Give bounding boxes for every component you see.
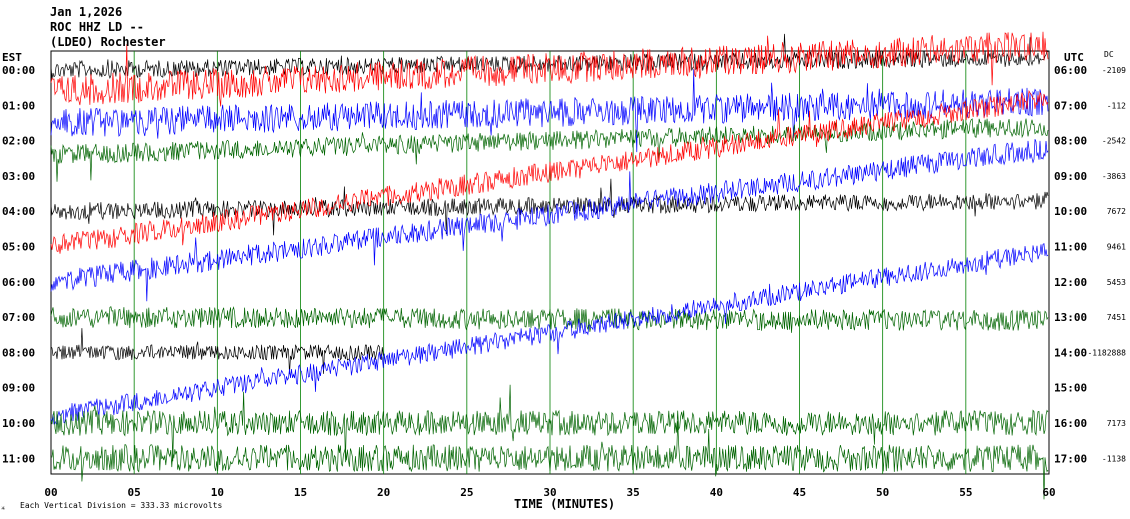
utc-hour-label: 12:00	[1054, 276, 1087, 289]
dc-offset-value: 7451	[1107, 313, 1126, 322]
trace-row-1100	[50, 421, 1049, 500]
est-hour-label: 03:00	[2, 170, 35, 183]
dc-offset-value: -2109	[1102, 66, 1126, 75]
utc-axis-label: UTC	[1064, 51, 1084, 64]
utc-hour-label: 09:00	[1054, 170, 1087, 183]
x-tick-label: 25	[460, 486, 473, 499]
x-tick-label: 15	[294, 486, 307, 499]
x-tick-label: 40	[710, 486, 723, 499]
dc-offset-value: -112	[1107, 101, 1126, 110]
est-hour-label: 11:00	[2, 452, 35, 465]
est-hour-label: 04:00	[2, 205, 35, 218]
small-logo-icon: ✳	[1, 504, 6, 512]
x-tick-label: 50	[876, 486, 889, 499]
x-tick-label: 20	[377, 486, 390, 499]
utc-hour-label: 10:00	[1054, 205, 1087, 218]
utc-hour-label: 08:00	[1054, 135, 1087, 148]
utc-hour-label: 13:00	[1054, 311, 1087, 324]
trace-row-0300	[50, 118, 1049, 182]
est-hour-label: 07:00	[2, 311, 35, 324]
trace-row-0200	[50, 69, 1049, 153]
dc-label: DC	[1104, 50, 1114, 59]
est-hour-label: 05:00	[2, 241, 35, 254]
trace-row-0000	[50, 33, 1049, 80]
utc-hour-label: 07:00	[1054, 99, 1087, 112]
dc-offset-value: -1182888	[1087, 348, 1126, 357]
dc-offset-value: -3863	[1102, 172, 1126, 181]
dc-offset-value: 7672	[1107, 207, 1126, 216]
dc-offset-value: 7173	[1107, 419, 1126, 428]
network-name: (LDEO) Rochester	[50, 35, 166, 49]
axis-labels: 00:00 06:00 -2109 01:00 07:00 -112 02:00 08:00 -…	[2, 64, 1126, 499]
x-axis-title: TIME (MINUTES)	[514, 497, 615, 511]
dc-offset-value: -2542	[1102, 137, 1126, 146]
trace-row-0900	[50, 243, 1049, 425]
est-hour-label: 01:00	[2, 99, 35, 112]
minute-gridlines	[133, 51, 967, 474]
utc-hour-label: 11:00	[1054, 241, 1087, 254]
utc-hour-label: 17:00	[1054, 452, 1087, 465]
x-tick-label: 05	[128, 486, 141, 499]
utc-hour-label: 15:00	[1054, 382, 1087, 395]
x-tick-label: 60	[1042, 486, 1055, 499]
utc-hour-label: 14:00	[1054, 346, 1087, 359]
seismic-traces	[50, 31, 1049, 500]
x-tick-label: 00	[44, 486, 57, 499]
est-hour-label: 06:00	[2, 276, 35, 289]
scale-note: Each Vertical Division = 333.33 microvol…	[20, 501, 222, 510]
record-date: Jan 1,2026	[50, 5, 122, 19]
x-tick-label: 35	[627, 486, 640, 499]
est-hour-label: 10:00	[2, 417, 35, 430]
trace-row-0600	[50, 139, 1049, 302]
est-hour-label: 08:00	[2, 346, 35, 359]
trace-row-0400	[50, 178, 1049, 236]
trace-row-0700	[50, 306, 1049, 333]
trace-row-0100	[50, 31, 1049, 107]
x-tick-label: 30	[543, 486, 556, 499]
utc-hour-label: 06:00	[1054, 64, 1087, 77]
utc-hour-label: 16:00	[1054, 417, 1087, 430]
x-tick-label: 55	[959, 486, 972, 499]
est-axis-label: EST	[2, 51, 22, 64]
trace-row-0500	[50, 90, 1049, 254]
x-tick-label: 45	[793, 486, 806, 499]
est-hour-label: 09:00	[2, 382, 35, 395]
trace-row-0800	[50, 328, 384, 375]
est-hour-label: 02:00	[2, 135, 35, 148]
x-tick-label: 10	[211, 486, 224, 499]
est-hour-label: 00:00	[2, 64, 35, 77]
dc-offset-value: 9461	[1107, 243, 1126, 252]
station-channel: ROC HHZ LD --	[50, 20, 144, 34]
dc-offset-value: -1138	[1102, 454, 1126, 463]
dc-offset-value: 5453	[1107, 278, 1126, 287]
trace-row-1000	[50, 384, 1049, 463]
